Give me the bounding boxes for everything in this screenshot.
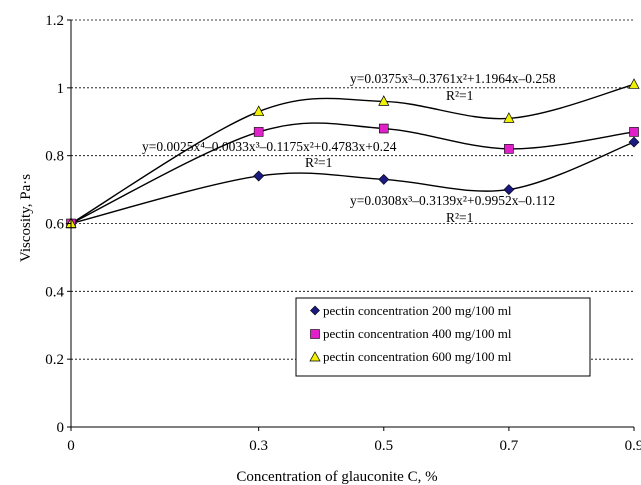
data-point-diamond [628, 136, 640, 148]
legend-item-600: pectin concentration 600 mg/100 ml [309, 349, 512, 364]
y-tick-label: 0 [57, 420, 65, 436]
data-point-triangle [503, 112, 515, 123]
fit-curve-2 [70, 122, 635, 225]
y-tick-label: 0.6 [45, 217, 64, 233]
r2-200: R²=1 [446, 210, 473, 225]
data-point-diamond [378, 173, 390, 185]
legend-marker-square [310, 329, 320, 339]
fit-curve-1 [70, 141, 635, 225]
data-point-diamond [503, 184, 515, 196]
y-tick-label: 0.8 [45, 149, 64, 165]
legend-marker-diamond [310, 305, 320, 316]
equation-400: y=0.0025x⁴–0.0033x³–0.1175x²+0.4783x+0.2… [142, 139, 397, 154]
legend-label: pectin concentration 200 mg/100 ml [323, 303, 512, 318]
equation-200: y=0.0308x³–0.3139x²+0.9952x–0.112 [350, 193, 555, 208]
data-point-square [378, 123, 389, 134]
x-tick-label: 0 [67, 438, 75, 454]
axes [67, 19, 635, 431]
x-tick-label: 0.5 [374, 438, 393, 454]
fit-curve-3 [70, 83, 635, 225]
r2-600: R²=1 [446, 88, 473, 103]
x-tick-label: 0.7 [500, 438, 519, 454]
data-point-triangle [378, 95, 390, 106]
y-tick-label: 0.4 [45, 284, 64, 300]
y-axis-title: Viscosity, Pa·s [18, 174, 34, 262]
x-tick-label: 0.9 [625, 438, 641, 454]
legend-box [295, 297, 591, 377]
tick-labels: 0 0.2 0.4 0.6 0.8 1 1.2 0 0.3 0.5 0.7 0.9 [45, 13, 641, 454]
data-point-square [629, 127, 639, 137]
r2-400: R²=1 [305, 155, 332, 170]
legend-item-400: pectin concentration 400 mg/100 ml [310, 326, 512, 341]
data-point-diamond [253, 170, 265, 182]
y-tick-label: 1 [57, 81, 65, 97]
legend: pectin concentration 200 mg/100 ml pecti… [295, 297, 591, 377]
data-point-triangle [253, 105, 265, 116]
legend-label: pectin concentration 400 mg/100 ml [323, 326, 512, 341]
legend-marker-triangle [309, 351, 321, 362]
legend-label: pectin concentration 600 mg/100 ml [323, 349, 512, 364]
equation-600: y=0.0375x³–0.3761x²+1.1964x–0.258 [350, 71, 556, 86]
x-axis-title: Concentration of glauconite C, % [236, 469, 437, 485]
data-point-square [253, 127, 264, 137]
legend-item-200: pectin concentration 200 mg/100 ml [310, 303, 512, 318]
y-tick-label: 0.2 [45, 352, 64, 368]
y-tick-label: 1.2 [45, 13, 64, 29]
x-tick-label: 0.3 [249, 438, 268, 454]
data-point-square [504, 144, 514, 154]
data-point-triangle [628, 78, 640, 89]
